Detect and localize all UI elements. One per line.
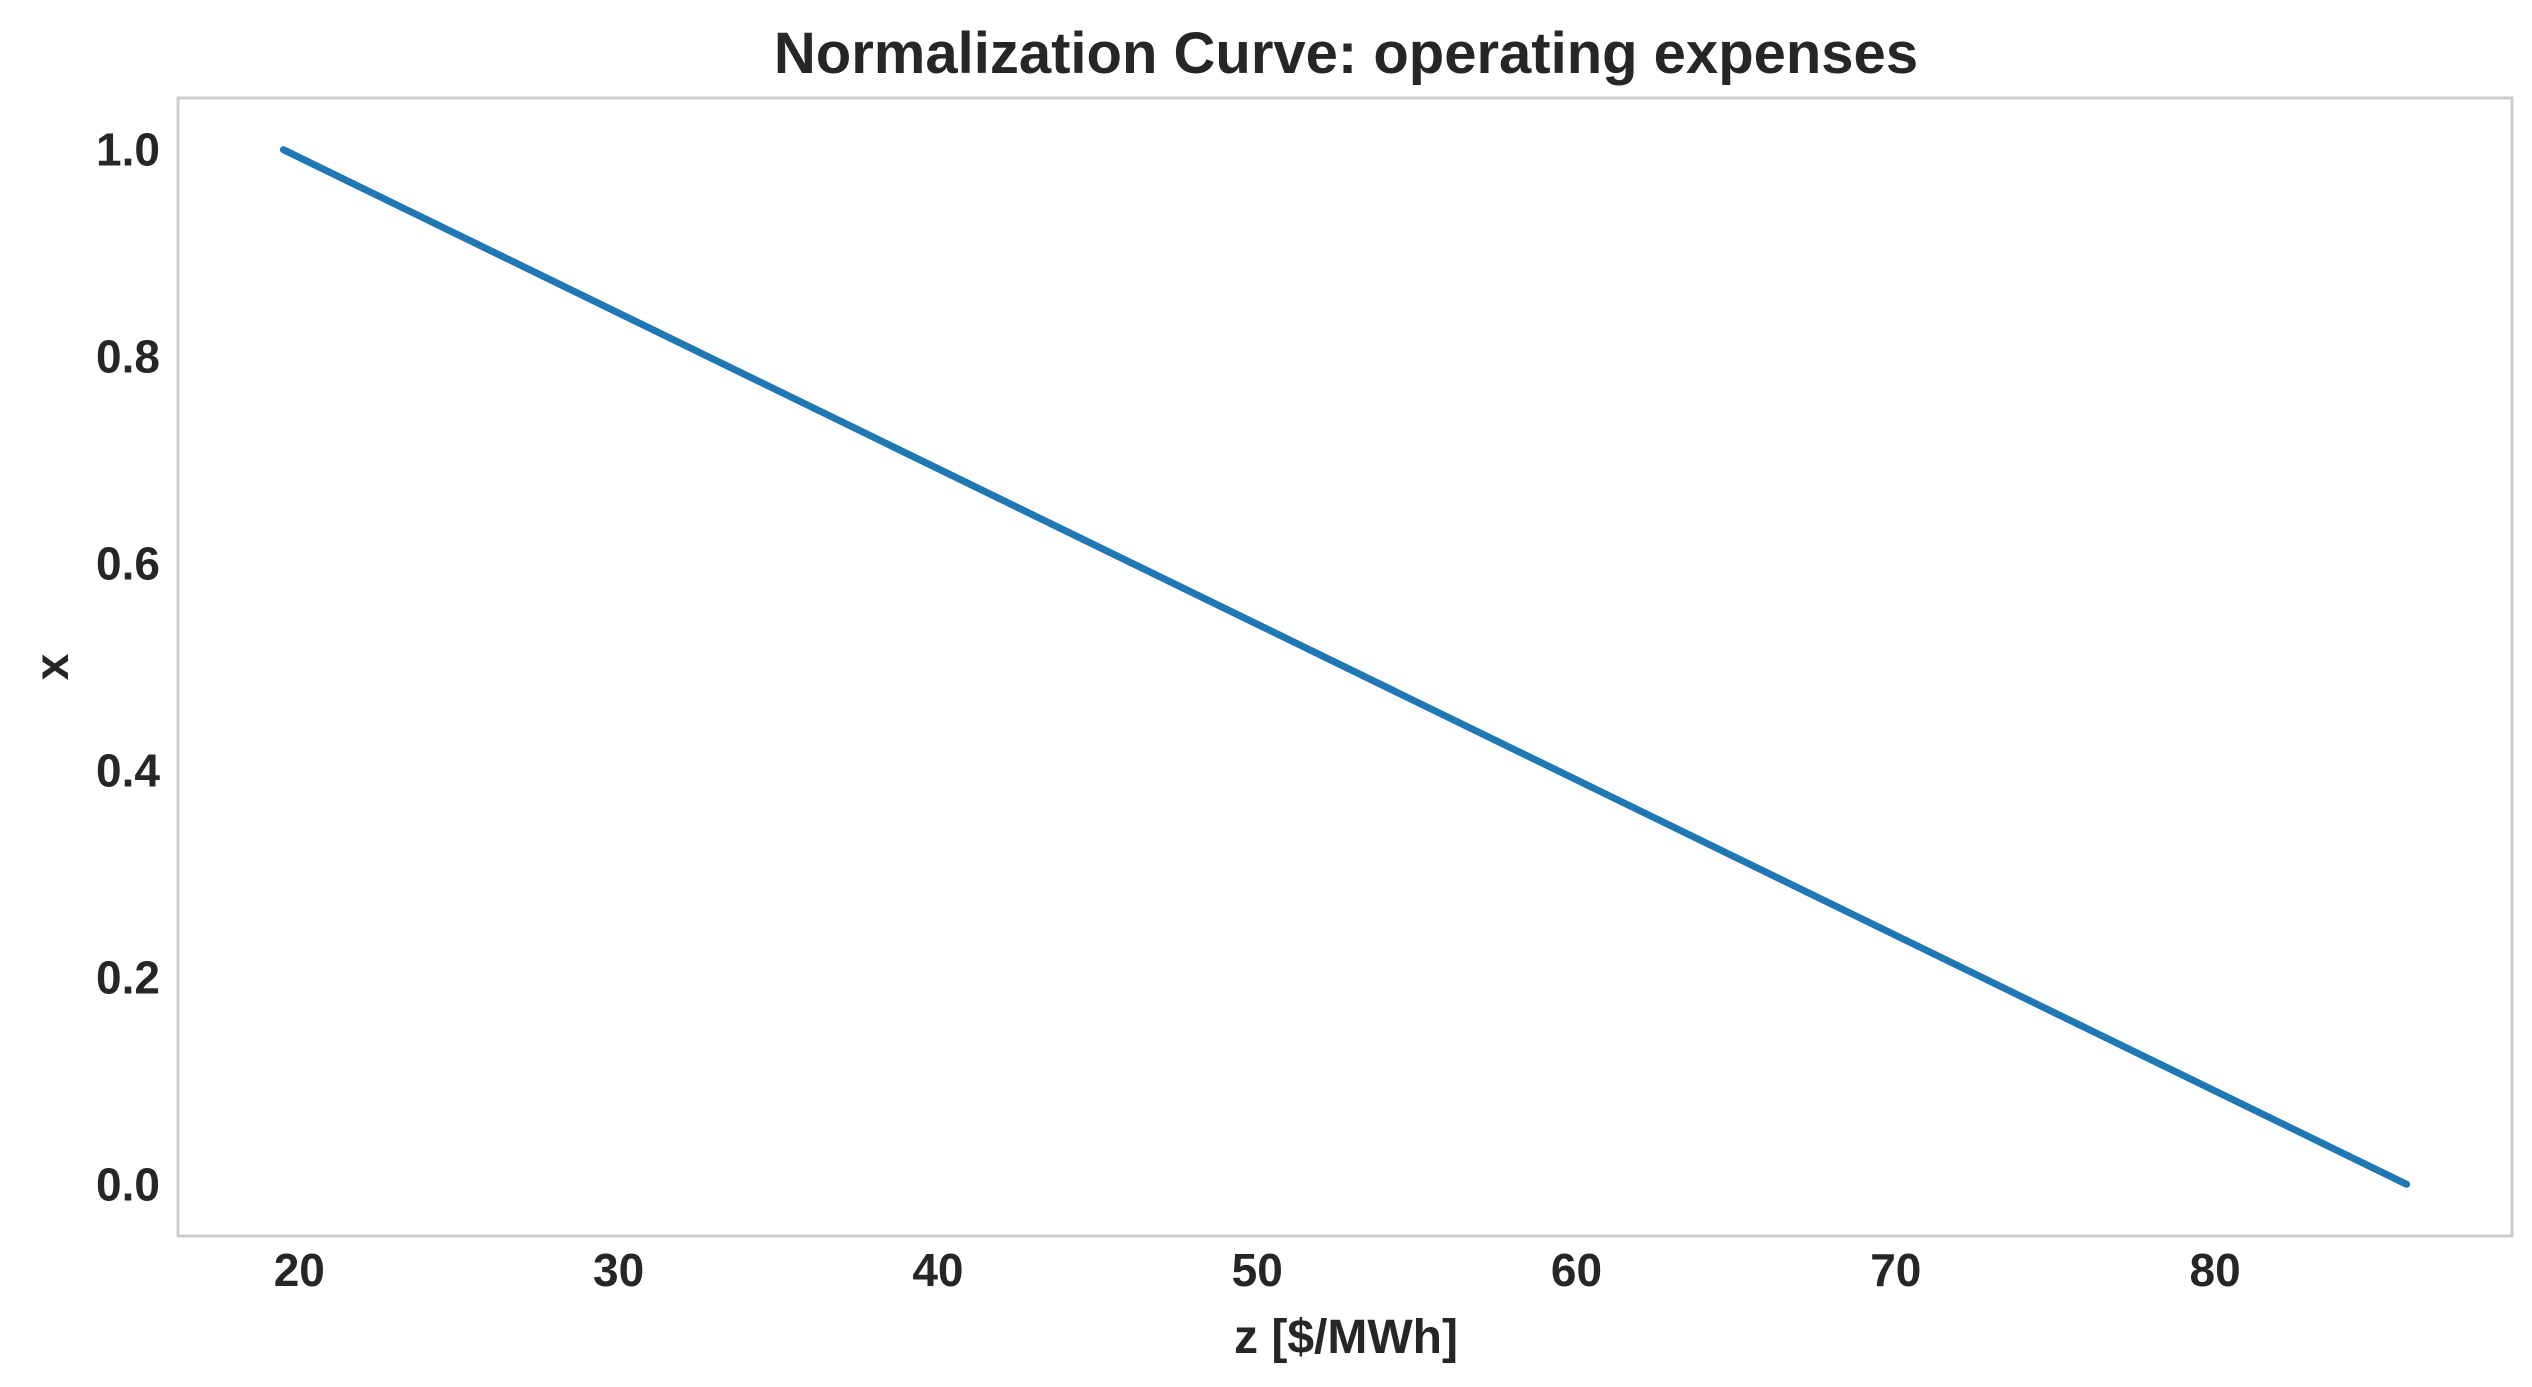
x-tick-label: 50 — [1232, 1244, 1283, 1296]
x-tick-label: 80 — [2190, 1244, 2241, 1296]
y-tick-label: 0.2 — [96, 951, 160, 1003]
x-tick-label: 70 — [1870, 1244, 1921, 1296]
y-axis-ticks: 0.0 0.2 0.4 0.6 0.8 1.0 — [96, 124, 160, 1211]
x-tick-label: 40 — [912, 1244, 963, 1296]
y-tick-label: 1.0 — [96, 124, 160, 176]
x-axis-ticks: 20 30 40 50 60 70 80 — [274, 1244, 2241, 1296]
x-tick-label: 60 — [1551, 1244, 1602, 1296]
y-tick-label: 0.6 — [96, 538, 160, 590]
x-tick-label: 20 — [274, 1244, 325, 1296]
x-tick-label: 30 — [593, 1244, 644, 1296]
plot-frame — [176, 96, 2514, 1238]
x-axis-label: z [$/MWh] — [1234, 1311, 1458, 1364]
series-layer — [279, 146, 2411, 1188]
series-line-0 — [279, 146, 2411, 1188]
y-axis-label: x — [26, 653, 79, 680]
chart-title: Normalization Curve: operating expenses — [774, 21, 1918, 86]
y-tick-label: 0.4 — [96, 745, 160, 797]
y-tick-label: 0.0 — [96, 1158, 160, 1210]
y-tick-label: 0.8 — [96, 331, 160, 383]
